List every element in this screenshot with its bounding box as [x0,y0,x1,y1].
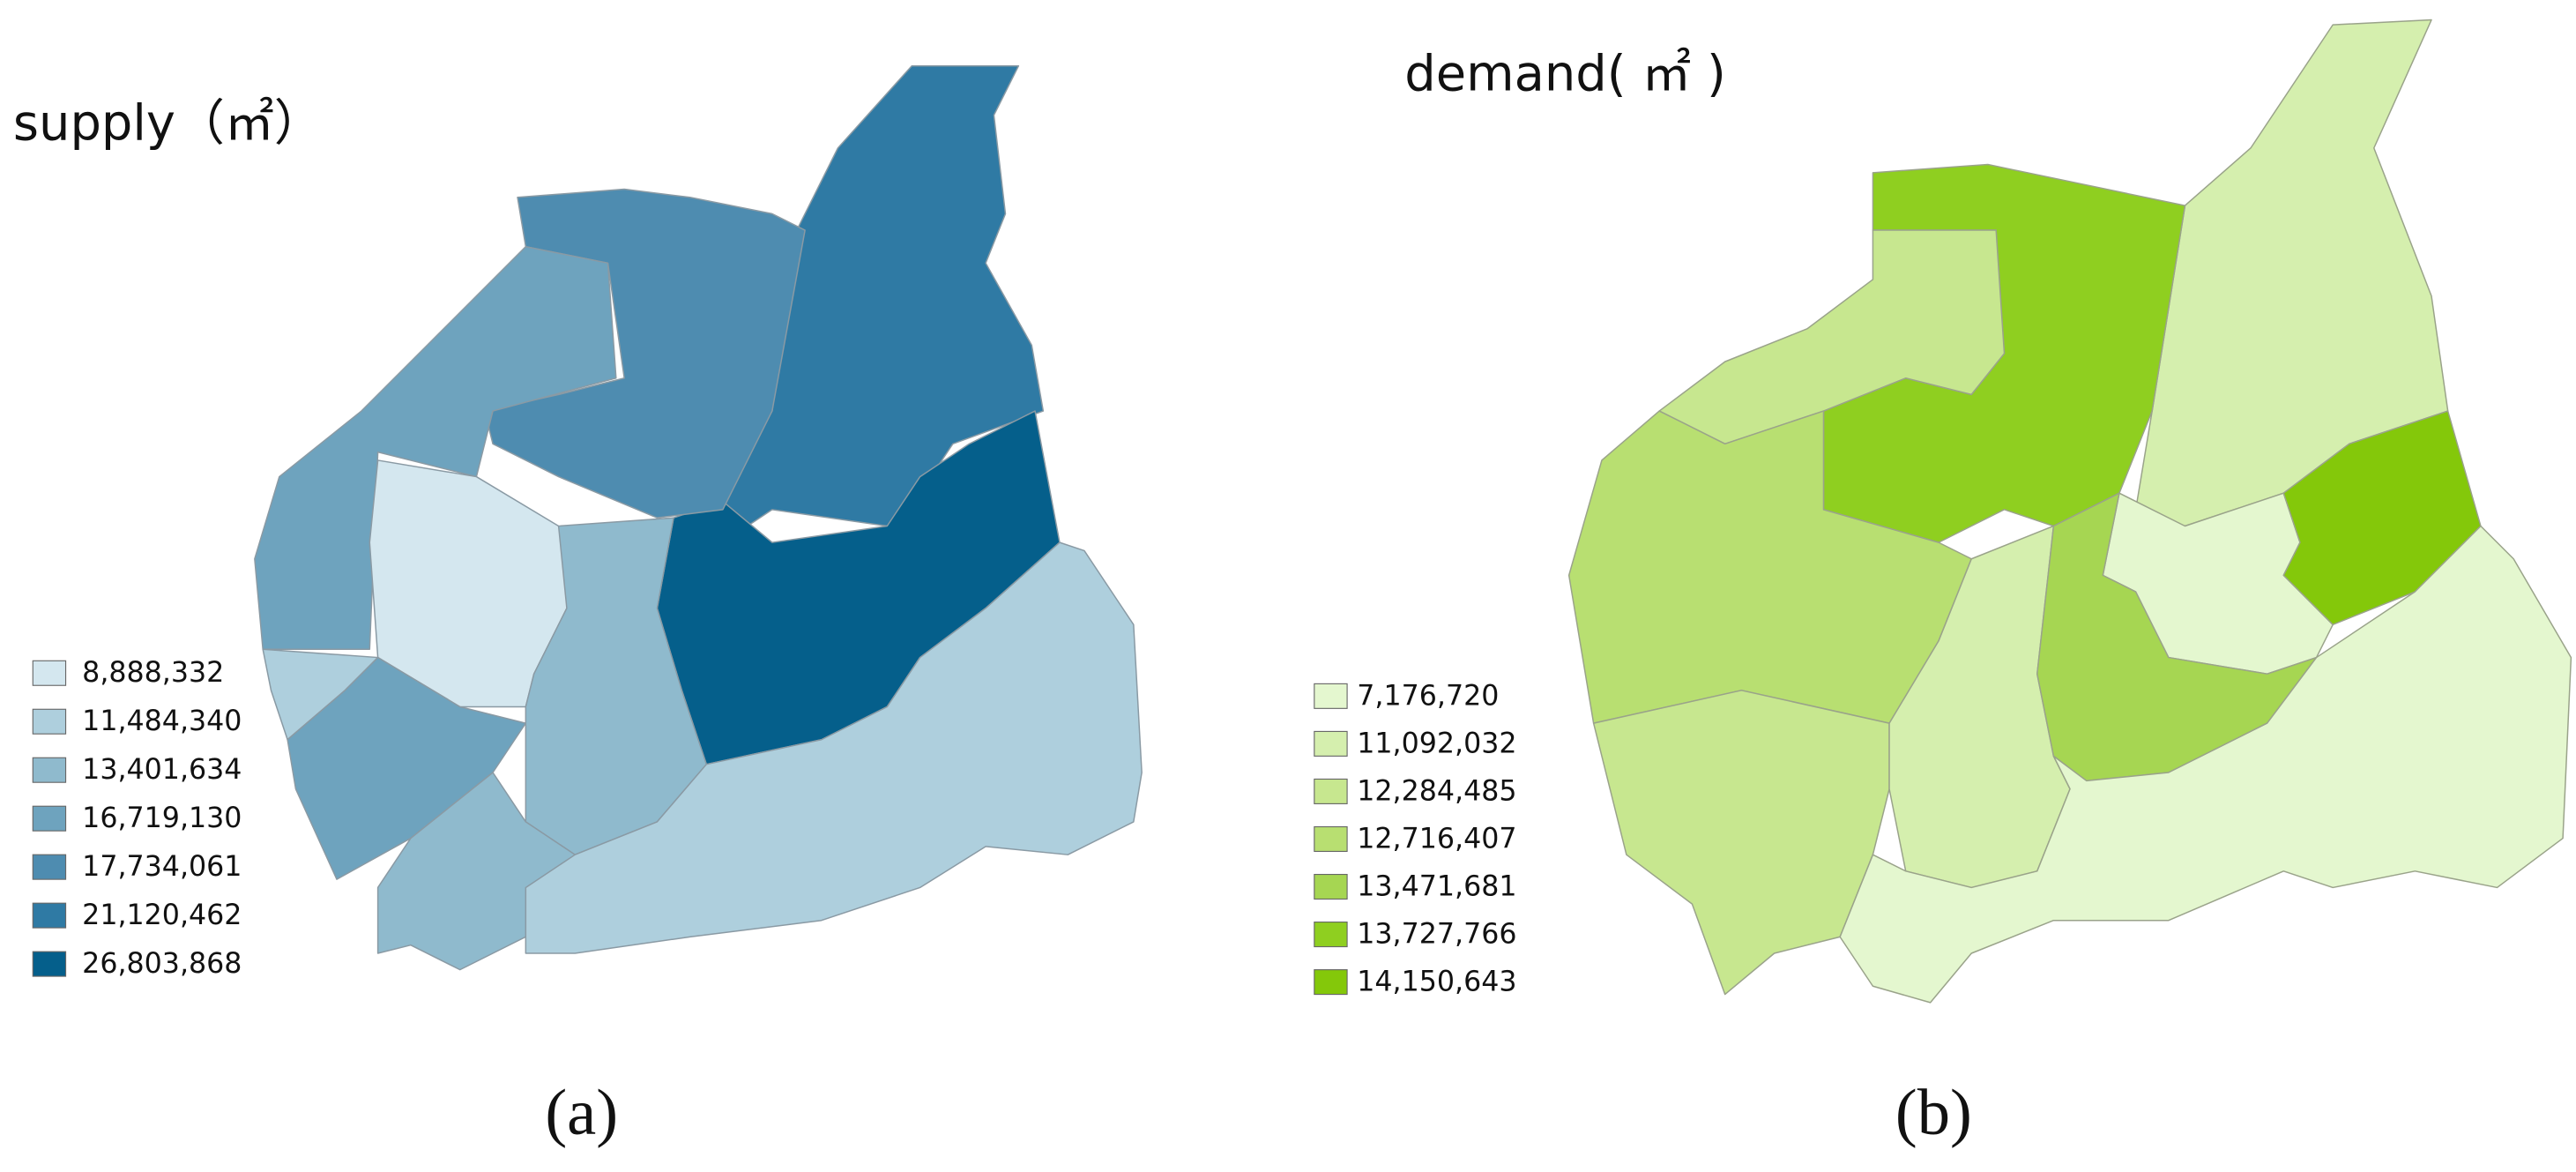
legend-label: 14,150,643 [1357,967,1516,998]
district [1592,690,1890,996]
legend-label: 13,727,766 [1357,918,1516,950]
legend-swatch [1314,778,1348,804]
legend-swatch [32,951,67,977]
district [287,656,527,880]
panel-caption: (b) [1895,1077,1972,1149]
legend-swatch [1314,683,1348,709]
legend-label: 11,484,340 [82,705,242,737]
legend-swatch [32,902,67,929]
legend-label: 13,471,681 [1357,870,1516,902]
legend-swatch [1314,969,1348,996]
legend-swatch [1314,730,1348,757]
district [1839,525,2572,1004]
district [2282,410,2482,626]
legend-label: 11,092,032 [1357,728,1516,759]
map-title: demand( ㎡ ) [1404,46,1726,103]
district [525,541,1143,954]
legend-label: 17,734,061 [82,851,242,883]
legend-label: 26,803,868 [82,948,242,980]
legend-label: 7,176,720 [1357,680,1499,712]
legend-swatch [32,854,67,880]
legend-label: 21,120,462 [82,900,242,931]
legend-swatch [32,660,67,686]
panel-caption: (a) [545,1077,618,1149]
district [483,188,806,519]
legend-label: 13,401,634 [82,754,242,786]
map-title: supply（㎡） [13,95,324,153]
supply-map: supply（㎡） (a) 8,888,332 11,484,340 13,401,… [13,64,1143,1149]
legend-swatch [32,708,67,735]
legend-label: 12,716,407 [1357,823,1516,855]
legend-swatch [1314,825,1348,853]
legend-label: 8,888,332 [82,657,224,689]
legend-label: 12,284,485 [1357,775,1516,807]
demand-map: demand( ㎡ ) (b) 7,176,720 11,092,032 12,28… [1314,19,2572,1149]
legend-label: 16,719,130 [82,802,242,834]
legend-swatch [32,805,67,832]
legend-swatch [1314,873,1348,900]
legend-swatch [1314,922,1348,948]
legend-swatch [32,757,67,783]
